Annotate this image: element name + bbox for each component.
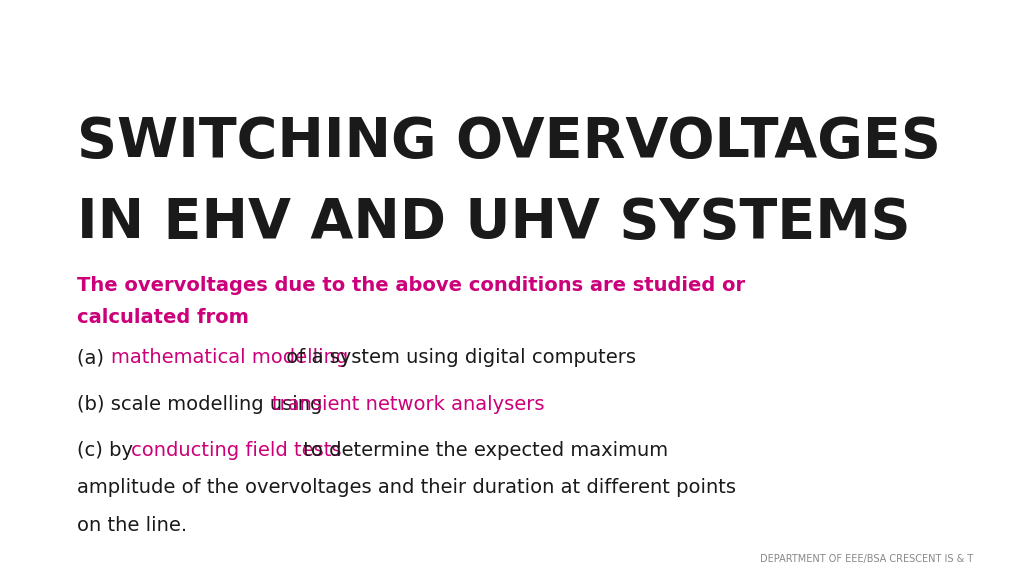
Text: amplitude of the overvoltages and their duration at different points: amplitude of the overvoltages and their …: [77, 478, 736, 497]
Text: The overvoltages due to the above conditions are studied or: The overvoltages due to the above condit…: [77, 276, 744, 295]
Text: SWITCHING OVERVOLTAGES: SWITCHING OVERVOLTAGES: [77, 115, 941, 169]
Text: mathematical modelling: mathematical modelling: [111, 348, 348, 367]
Text: IN EHV AND UHV SYSTEMS: IN EHV AND UHV SYSTEMS: [77, 196, 910, 250]
Text: of a system using digital computers: of a system using digital computers: [280, 348, 636, 367]
Text: on the line.: on the line.: [77, 516, 187, 535]
Text: (a): (a): [77, 348, 110, 367]
Text: (c) by: (c) by: [77, 441, 139, 460]
Text: to determine the expected maximum: to determine the expected maximum: [297, 441, 668, 460]
Text: calculated from: calculated from: [77, 308, 249, 327]
Text: transient network analysers: transient network analysers: [272, 395, 545, 414]
Text: (b) scale modelling using: (b) scale modelling using: [77, 395, 329, 414]
Text: DEPARTMENT OF EEE/BSA CRESCENT IS & T: DEPARTMENT OF EEE/BSA CRESCENT IS & T: [760, 555, 973, 564]
Text: conducting field tests: conducting field tests: [131, 441, 342, 460]
